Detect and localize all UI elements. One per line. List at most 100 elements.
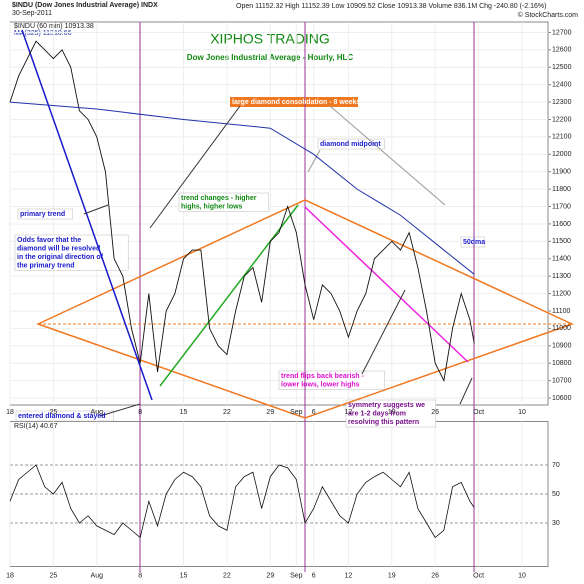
higher-lows-line (159, 204, 299, 387)
x-tick-label: Sep (290, 409, 303, 416)
annotation-box (178, 192, 270, 212)
x-tick-label: Aug (91, 572, 104, 579)
pointer (361, 289, 406, 375)
annotation: primary trend (20, 211, 65, 218)
legend-ma: MA(325) 11310.66 (14, 30, 72, 37)
annotation: entered diamond & stayed (18, 413, 106, 420)
annotation: diamond midpoint (320, 141, 381, 148)
annotation: Odds favor that the (17, 237, 81, 244)
x-tick-label: 8 (138, 409, 142, 416)
x-tick-label: 25 (49, 572, 57, 579)
y-tick-label: 12600 (552, 47, 572, 54)
annotation-box (17, 208, 73, 220)
annotation: trend changes - higher (181, 195, 257, 202)
x-tick-label: 18 (6, 409, 14, 416)
y-tick-label: 10900 (552, 343, 572, 350)
y-tick-label: 12700 (552, 29, 572, 36)
annotation: are 1-2 days from (348, 410, 406, 417)
y-tick-label: 12300 (552, 99, 572, 106)
y-tick-label: 12200 (552, 116, 572, 123)
y-tick-label: 10600 (552, 395, 572, 402)
x-tick-label: 12 (345, 409, 353, 416)
moving-average (9, 101, 475, 275)
annotation: lower lows, lower highs (281, 381, 360, 388)
pointer (99, 403, 141, 417)
annotation-box (317, 138, 385, 150)
y-tick-label: 12100 (552, 134, 572, 141)
y-tick-label: 11800 (552, 186, 571, 193)
pointer (307, 149, 321, 173)
y-tick-label: 11900 (552, 169, 571, 176)
annotation: diamond will be resolved (17, 245, 100, 252)
annotation: trend flips back bearish - (281, 373, 365, 380)
y-tick-label: 12400 (552, 82, 572, 89)
y-tick-label: 12000 (552, 151, 572, 158)
annotation: 50dma (463, 239, 485, 246)
x-tick-label: 10 (518, 572, 526, 579)
y-tick-label: 11400 (552, 256, 571, 263)
x-tick-label: Sep (290, 572, 303, 579)
diamond (36, 199, 574, 419)
annotation-box (345, 399, 437, 428)
rsi-tick-label: 50 (552, 491, 560, 498)
rsi-tick-label: 30 (552, 520, 560, 527)
pointer (83, 204, 109, 215)
quote: Open 11152.32 High 11152.39 Low 10909.52… (236, 3, 546, 10)
y-tick-label: 11300 (552, 273, 571, 280)
x-tick-label: 18 (6, 572, 14, 579)
x-tick-label: 29 (266, 409, 274, 416)
price-panel (9, 21, 549, 406)
x-tick-label: 8 (138, 572, 142, 579)
annotation: in the original direction of (17, 254, 104, 261)
pointer (329, 105, 446, 206)
x-tick-label: Oct (473, 572, 484, 579)
y-tick-label: 11600 (552, 221, 571, 228)
annotation-box (460, 236, 485, 248)
x-tick-label: 25 (49, 409, 57, 416)
price-line (9, 40, 475, 383)
y-tick-label: 11700 (552, 203, 571, 210)
x-tick-label: 29 (266, 572, 274, 579)
rsi-line (9, 464, 475, 539)
annotation-box (15, 410, 114, 422)
source: © StockCharts.com (518, 11, 579, 19)
drawings (21, 22, 574, 572)
x-tick-label: 26 (431, 409, 439, 416)
annotation-box (14, 234, 129, 271)
annotation: the primary trend (17, 262, 75, 269)
x-tick-label: 15 (180, 409, 188, 416)
x-tick-label: 12 (345, 572, 353, 579)
lower-highs-line (304, 206, 469, 363)
x-tick-label: 6 (312, 572, 316, 579)
y-tick-label: 11500 (552, 238, 571, 245)
annotation-box (230, 97, 358, 107)
annotation: symmetry suggests we (348, 402, 425, 409)
x-tick-label: 6 (312, 409, 316, 416)
y-tick-label: 11100 (552, 308, 571, 315)
x-tick-label: 22 (223, 409, 231, 416)
y-tick-label: 10800 (552, 360, 572, 367)
annotation: large diamond consolidation - 8 weeks (232, 99, 360, 106)
y-tick-label: 11200 (552, 290, 571, 297)
y-tick-label: 12500 (552, 64, 572, 71)
x-tick-label: 26 (431, 572, 439, 579)
x-tick-label: 19 (388, 572, 396, 579)
legend-rsi: RSI(14) 40.67 (14, 423, 58, 430)
rsi-panel (9, 421, 549, 567)
x-tick-label: 10 (518, 409, 526, 416)
symbol: $INDU (Dow Jones Industrial Average) IND… (12, 2, 158, 9)
pointer (459, 377, 473, 405)
annotation: resolving this pattern (348, 419, 419, 426)
pointer (149, 105, 241, 229)
date: 30-Sep-2011 (12, 10, 52, 17)
primary-trend-line (21, 29, 153, 401)
x-tick-label: 19 (388, 409, 396, 416)
y-tick-label: 11000 (552, 325, 571, 332)
legend-price: $INDU (60 min) 10913.38 (14, 23, 94, 30)
x-tick-label: Aug (91, 409, 104, 416)
x-tick-label: 22 (223, 572, 231, 579)
x-tick-label: 15 (180, 572, 188, 579)
annotation: highs, higher lows (181, 203, 243, 210)
rsi-tick-label: 70 (552, 462, 560, 469)
x-tick-label: Oct (473, 409, 484, 416)
